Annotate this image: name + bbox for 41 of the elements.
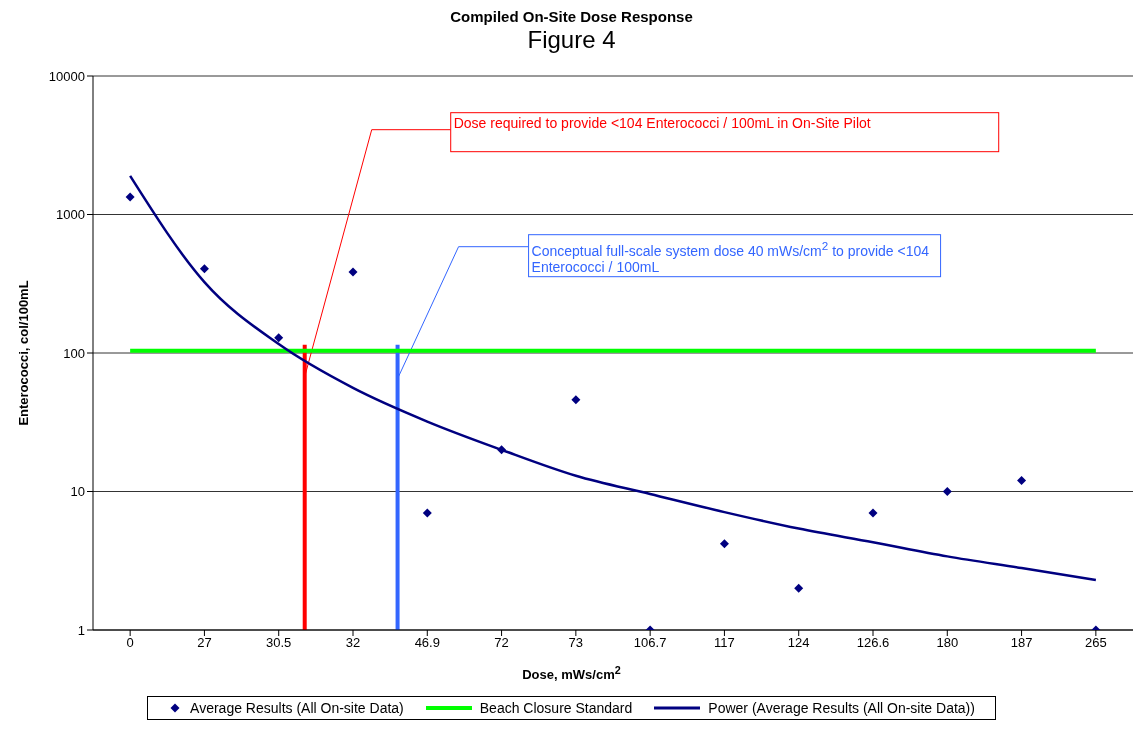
x-tick-label: 187	[1010, 635, 1033, 651]
x-tick-label: 0	[126, 635, 134, 651]
chart-subtitle: Figure 4	[526, 26, 617, 54]
point	[1017, 476, 1027, 486]
point	[274, 333, 284, 343]
x-tick-label: 32	[345, 635, 361, 651]
x-tick-label: 46.9	[414, 635, 440, 651]
point	[571, 395, 581, 405]
y-tick-label: 100	[63, 345, 85, 361]
point	[199, 264, 209, 274]
point	[497, 445, 507, 455]
point	[348, 267, 358, 277]
x-tick-label: 124	[787, 635, 810, 651]
point	[719, 539, 729, 549]
x-tick-label: 106.7	[633, 635, 667, 651]
x-tick-label: 73	[568, 635, 584, 651]
chart-title: Compiled On-Site Dose Response	[449, 8, 694, 26]
x-tick-label: 180	[936, 635, 959, 651]
x-axis-title: Dose, mWs/cm$^{2}$	[521, 664, 622, 683]
legend-label: Beach Closure Standard	[479, 700, 633, 717]
callout: Conceptual full-scale system dose 40 mWs/cm$^{2}$ to provide <104 Enterococci / 100mL	[397, 234, 942, 380]
x-tick-label: 27	[197, 635, 212, 651]
x-tick-label: 72	[494, 635, 509, 651]
point	[125, 192, 135, 202]
x-tick-label: 265	[1085, 635, 1107, 651]
point	[942, 487, 952, 496]
legend-label: Power (Average Results (All On-site Data))	[708, 700, 975, 717]
line-series	[128, 174, 1098, 582]
y-tick-label: 1000	[56, 207, 85, 223]
x-tick-label: 126.6	[856, 635, 890, 651]
point	[794, 583, 804, 593]
x-tick-label: 30.5	[266, 635, 292, 651]
y-tick-label: 10	[70, 484, 85, 500]
annotation: Dose required to provide <104 Enterococci / 100mL in On-Site Pilot	[453, 114, 872, 132]
y-tick-label: 1	[77, 622, 85, 638]
legend-label: Average Results (All On-site Data)	[190, 700, 404, 717]
point	[868, 508, 878, 518]
point	[422, 508, 432, 518]
x-tick-label: 117	[714, 635, 735, 651]
y-axis-title: Enterococci, col/100mL	[15, 280, 31, 426]
y-tick-label: 10000	[48, 68, 85, 84]
